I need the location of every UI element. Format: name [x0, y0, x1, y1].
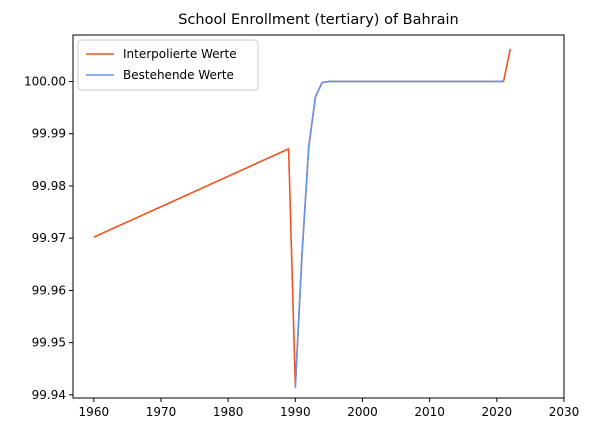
- legend-label: Bestehende Werte: [123, 68, 234, 82]
- y-axis: 99.94 99.95 99.96 99.97 99.98 99.99 100.00: [24, 74, 73, 402]
- x-tick-label: 1990: [280, 405, 311, 419]
- y-tick-label: 99.95: [32, 336, 66, 350]
- series-line-1: [93, 48, 512, 388]
- x-tick-label: 2030: [549, 405, 580, 419]
- plot-area-frame: [72, 34, 565, 399]
- x-tick-label: 1960: [79, 405, 110, 419]
- y-tick-label: 99.98: [32, 179, 66, 193]
- y-tick-label: 99.94: [32, 388, 66, 402]
- y-tick-label: 99.99: [32, 127, 66, 141]
- legend-box: [77, 39, 259, 91]
- series-line-2: [294, 80, 504, 388]
- x-tick-label: 2010: [414, 405, 445, 419]
- y-tick-label: 99.96: [32, 283, 66, 297]
- x-tick-label: 1970: [146, 405, 177, 419]
- legend: Interpolierte Werte Bestehende Werte: [77, 39, 259, 91]
- x-tick-label: 1980: [213, 405, 244, 419]
- y-tick-label: 100.00: [24, 74, 66, 88]
- series-layer: [93, 48, 512, 388]
- x-axis: 1960 1970 1980 1990 2000 2010 2020 2030: [79, 398, 580, 419]
- legend-label: Interpolierte Werte: [123, 47, 237, 61]
- x-tick-label: 2000: [347, 405, 378, 419]
- y-tick-label: 99.97: [32, 231, 66, 245]
- x-tick-label: 2020: [482, 405, 513, 419]
- chart-title: School Enrollment (tertiary) of Bahrain: [178, 12, 459, 28]
